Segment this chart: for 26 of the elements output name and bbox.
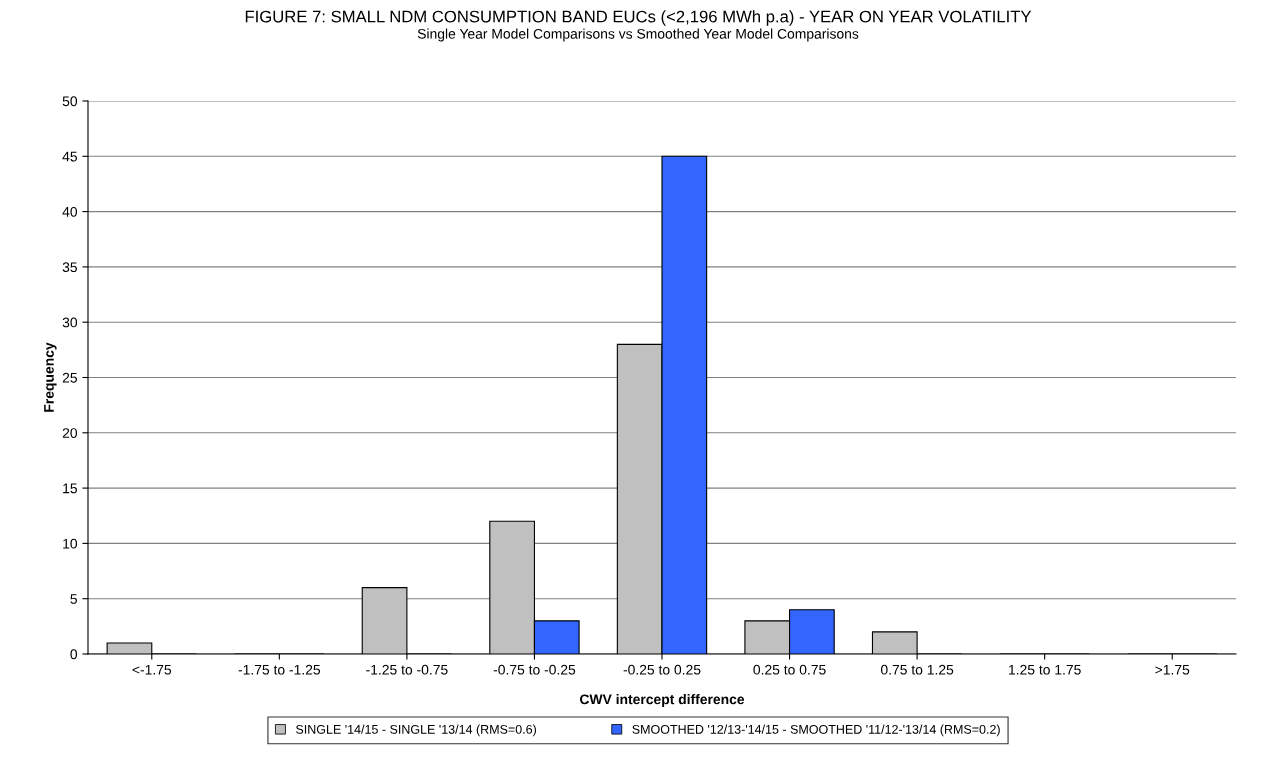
- legend-label: SINGLE '14/15 - SINGLE '13/14 (RMS=0.6): [296, 724, 536, 737]
- x-tick-label: -1.25 to -0.75: [366, 664, 448, 675]
- chart-title: FIGURE 7: SMALL NDM CONSUMPTION BAND EUCs (<2,196 MWh p.a) - YEAR ON YEAR VOLATILITY: [245, 10, 1032, 26]
- x-tick-label: -0.25 to 0.25: [623, 664, 701, 675]
- y-tick-label: 20: [62, 428, 78, 438]
- y-tick-label: 35: [62, 262, 77, 273]
- y-tick-label: 50: [62, 96, 78, 107]
- y-tick-label: 25: [62, 372, 77, 383]
- y-tick-label: 15: [63, 483, 77, 494]
- y-tick-label: 0: [70, 649, 78, 660]
- y-tick-label: 10: [63, 538, 78, 549]
- y-tick-label: 45: [62, 151, 77, 162]
- x-tick-label: 0.25 to 0.75: [753, 664, 826, 675]
- y-tick-label: 5: [70, 594, 77, 604]
- x-axis-title: CWV intercept difference: [580, 694, 745, 707]
- x-tick-label: <-1.75: [132, 664, 172, 675]
- x-tick-label: 0.75 to 1.25: [880, 664, 954, 675]
- x-tick-label: -1.75 to -1.25: [238, 664, 321, 675]
- chart-subtitle: Single Year Model Comparisons vs Smoothed Year Model Comparisons: [417, 28, 859, 42]
- y-tick-label: 30: [62, 317, 78, 328]
- y-axis-title: Frequency: [44, 342, 57, 412]
- x-tick-label: >1.75: [1155, 664, 1190, 675]
- legend-label: SMOOTHED '12/13-'14/15 - SMOOTHED '11/12-'13/14 (RMS=0.2): [632, 724, 1000, 737]
- x-tick-label: 1.25 to 1.75: [1009, 664, 1081, 675]
- y-tick-label: 40: [62, 206, 78, 217]
- x-tick-label: -0.75 to -0.25: [493, 664, 576, 675]
